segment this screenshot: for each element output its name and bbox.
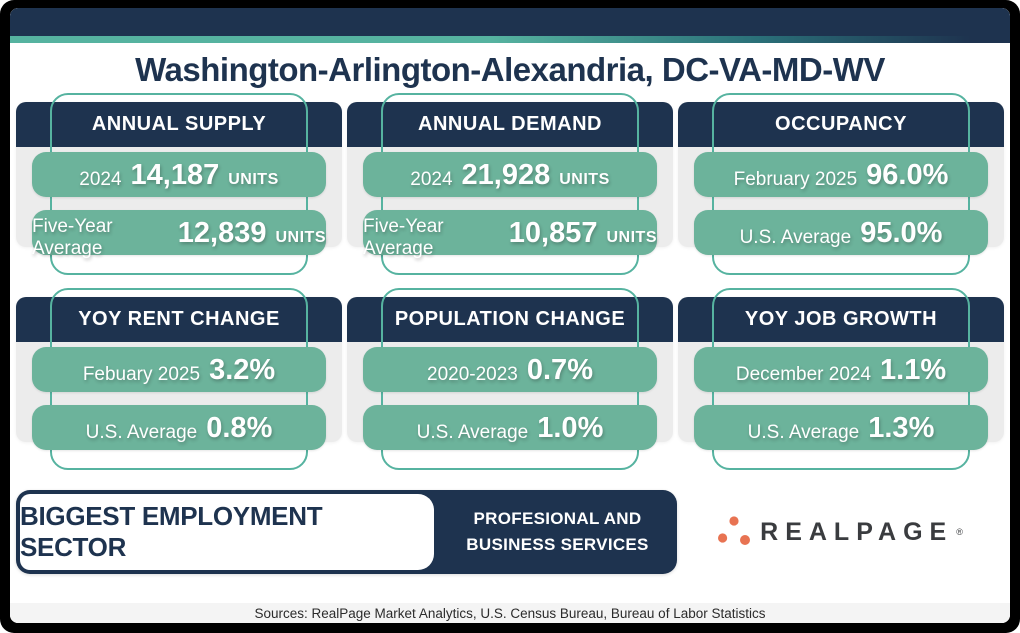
stat-label: Febuary 2025 — [82, 363, 201, 385]
card-header: ANNUAL DEMAND — [347, 102, 673, 147]
content-area: Washington-Arlington-Alexandria, DC-VA-M… — [10, 8, 1010, 623]
employment-sector-label: BIGGEST EMPLOYMENT SECTOR — [20, 494, 434, 570]
sources-footer: Sources: RealPage Market Analytics, U.S.… — [10, 603, 1010, 623]
bottom-row: BIGGEST EMPLOYMENT SECTOR PROFESIONAL AN… — [16, 490, 1004, 574]
card-title: YOY JOB GROWTH — [744, 308, 938, 330]
top-navy-bar — [10, 8, 1010, 36]
card-annual-demand: ANNUAL DEMAND 2024 21,928 UNITS Five-Yea… — [347, 93, 673, 275]
stat-label: 2024 — [79, 168, 122, 190]
stat-value: 0.8% — [206, 412, 273, 444]
stat-value: 14,187 — [130, 159, 220, 191]
stat-pill: February 2025 96.0% — [694, 152, 988, 197]
card-occupancy: OCCUPANCY February 2025 96.0% U.S. Avera… — [678, 93, 1004, 275]
stat-label: U.S. Average — [85, 421, 198, 443]
stat-label: U.S. Average — [747, 421, 860, 443]
stat-pill: 2020-2023 0.7% — [363, 347, 657, 392]
card-header: POPULATION CHANGE — [347, 297, 673, 342]
stat-pill: U.S. Average 1.3% — [694, 405, 988, 450]
stat-label: 2024 — [410, 168, 453, 190]
stat-pill: 2024 21,928 UNITS — [363, 152, 657, 197]
stat-label: Five-Year Average — [363, 215, 444, 259]
stat-pill: 2024 14,187 UNITS — [32, 152, 326, 197]
card-title: OCCUPANCY — [775, 113, 907, 135]
logo-area: REALPAGE ® — [677, 490, 1004, 574]
card-title: ANNUAL DEMAND — [418, 113, 602, 135]
realpage-logo: REALPAGE ® — [718, 516, 963, 548]
card-title: YOY RENT CHANGE — [78, 308, 280, 330]
stat-value: 1.1% — [880, 354, 947, 386]
card-population-change: POPULATION CHANGE 2020-2023 0.7% U.S. Av… — [347, 288, 673, 470]
card-header: ANNUAL SUPPLY — [16, 102, 342, 147]
stat-pill: December 2024 1.1% — [694, 347, 988, 392]
card-yoy-rent-change: YOY RENT CHANGE Febuary 2025 3.2% U.S. A… — [16, 288, 342, 470]
stat-value: 1.0% — [537, 412, 604, 444]
stat-value: 0.7% — [526, 354, 593, 386]
sources-text: Sources: RealPage Market Analytics, U.S.… — [254, 605, 766, 621]
card-title: ANNUAL SUPPLY — [91, 113, 267, 135]
stat-label: February 2025 — [733, 168, 858, 190]
stat-unit: UNITS — [606, 228, 657, 246]
stat-value: 3.2% — [209, 354, 276, 386]
employment-sector-value-line: PROFESIONAL AND — [473, 508, 642, 528]
stat-value: 96.0% — [866, 159, 949, 191]
stat-card-grid: ANNUAL SUPPLY 2024 14,187 UNITS Five-Yea… — [16, 93, 1004, 470]
card-title: POPULATION CHANGE — [394, 308, 626, 330]
card-header: YOY JOB GROWTH — [678, 297, 1004, 342]
stat-label: December 2024 — [735, 363, 872, 385]
page-title: Washington-Arlington-Alexandria, DC-VA-M… — [135, 51, 885, 88]
employment-sector-value: PROFESIONAL AND BUSINESS SERVICES — [438, 490, 677, 574]
stat-label: U.S. Average — [416, 421, 529, 443]
stat-unit: UNITS — [559, 170, 610, 188]
realpage-dots-icon — [718, 516, 751, 545]
card-annual-supply: ANNUAL SUPPLY 2024 14,187 UNITS Five-Yea… — [16, 93, 342, 275]
registered-mark: ® — [956, 527, 963, 537]
stat-label: 2020-2023 — [427, 363, 518, 385]
stat-pill: U.S. Average 1.0% — [363, 405, 657, 450]
stat-value: 12,839 — [177, 217, 267, 249]
stat-unit: UNITS — [275, 228, 326, 246]
top-accent-gradient-line — [10, 36, 1010, 43]
stat-value: 10,857 — [508, 217, 598, 249]
stat-pill: Five-Year Average 12,839 UNITS — [32, 210, 326, 259]
stat-pill: U.S. Average 95.0% — [694, 210, 988, 255]
stat-value: 1.3% — [868, 412, 935, 444]
stat-pill: U.S. Average 0.8% — [32, 405, 326, 450]
stat-pill: Febuary 2025 3.2% — [32, 347, 326, 392]
stat-label: U.S. Average — [739, 226, 852, 248]
stat-unit: UNITS — [228, 170, 279, 188]
card-header: YOY RENT CHANGE — [16, 297, 342, 342]
stat-value: 21,928 — [461, 159, 551, 191]
employment-sector-banner: BIGGEST EMPLOYMENT SECTOR PROFESIONAL AN… — [16, 490, 677, 574]
employment-sector-value-line: BUSINESS SERVICES — [466, 535, 649, 554]
card-header: OCCUPANCY — [678, 102, 1004, 147]
stat-label: Five-Year Average — [32, 215, 113, 259]
stat-value: 95.0% — [860, 217, 943, 249]
card-yoy-job-growth: YOY JOB GROWTH December 2024 1.1% U.S. A… — [678, 288, 1004, 470]
realpage-wordmark: REALPAGE — [760, 517, 954, 546]
stat-pill: Five-Year Average 10,857 UNITS — [363, 210, 657, 259]
